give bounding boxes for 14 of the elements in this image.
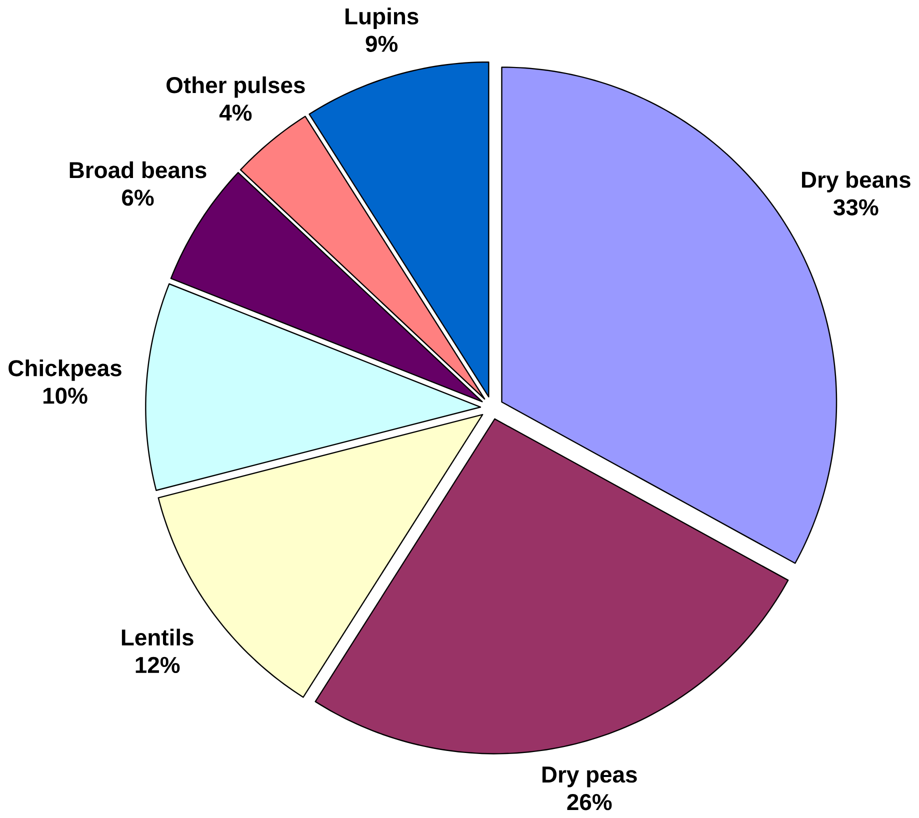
slice-label: Dry peas [542,766,637,788]
slice-label: Broad beans [70,161,206,178]
data-label: 9% [366,36,398,52]
data-label: 10% [43,388,88,404]
data-label: 26% [567,794,612,810]
slice-label: Chickpeas [8,360,122,381]
data-label: 4% [219,104,252,121]
data-label: 6% [122,190,154,206]
slice-label: Lentils [122,628,194,646]
slice-label: Dry beans [802,171,910,193]
slice-label: Lupins [346,8,418,30]
slice-label: Other pulses [166,76,305,98]
data-label: 12% [136,656,180,674]
data-label: 33% [834,199,878,216]
